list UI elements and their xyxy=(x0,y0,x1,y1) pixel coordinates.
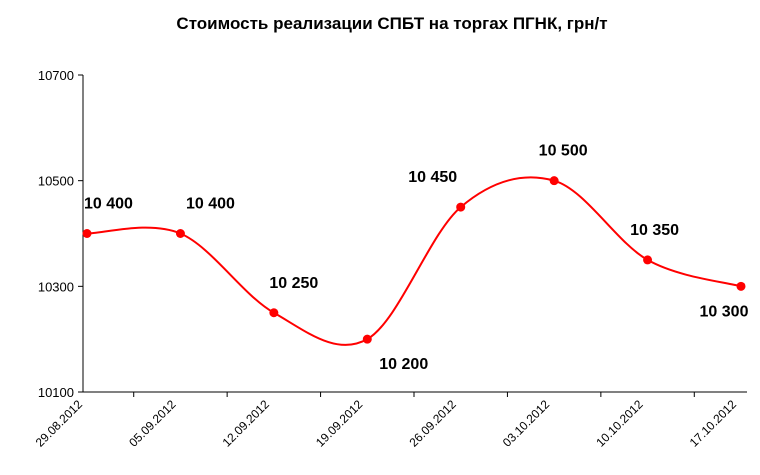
data-label: 10 450 xyxy=(408,169,457,186)
x-axis-ticks: 29.08.2012 05.09.2012 12.09.2012 19.09.2012… xyxy=(33,392,740,450)
x-tick-label: 19.09.2012 xyxy=(313,397,366,450)
data-point xyxy=(269,308,279,318)
y-tick-label: 10300 xyxy=(38,279,74,294)
x-tick-label: 12.09.2012 xyxy=(220,397,273,450)
x-tick-label: 05.09.2012 xyxy=(126,397,179,450)
x-tick-label: 26.09.2012 xyxy=(406,397,459,450)
y-tick-label: 10700 xyxy=(38,68,74,83)
data-points xyxy=(82,176,746,344)
data-point xyxy=(82,229,92,238)
data-label: 10 250 xyxy=(269,275,318,292)
data-labels: 10 400 10 400 10 250 10 200 10 450 10 500 10 3… xyxy=(84,143,749,373)
data-point xyxy=(362,334,372,344)
y-tick-label: 10500 xyxy=(38,174,74,189)
x-tick-label: 29.08.2012 xyxy=(33,397,86,450)
data-label: 10 400 xyxy=(84,196,133,213)
x-tick-label: 17.10.2012 xyxy=(687,397,740,450)
x-tick-label: 03.10.2012 xyxy=(500,397,553,450)
data-label: 10 350 xyxy=(630,222,679,239)
chart-title: Стоимость реализации СПБТ на торгах ПГНК… xyxy=(176,14,607,33)
x-tick-label: 10.10.2012 xyxy=(593,397,646,450)
data-label: 10 500 xyxy=(539,143,588,160)
data-point xyxy=(175,229,185,238)
data-point xyxy=(549,176,559,186)
series-line xyxy=(86,176,742,346)
y-axis-ticks: 10100 10300 10500 10700 xyxy=(38,68,83,400)
data-point xyxy=(643,255,653,265)
data-point xyxy=(456,202,466,212)
data-label: 10 400 xyxy=(186,196,235,213)
y-tick-label: 10100 xyxy=(38,385,74,400)
data-point xyxy=(736,281,746,291)
data-label: 10 200 xyxy=(379,356,428,373)
data-label: 10 300 xyxy=(700,303,749,320)
